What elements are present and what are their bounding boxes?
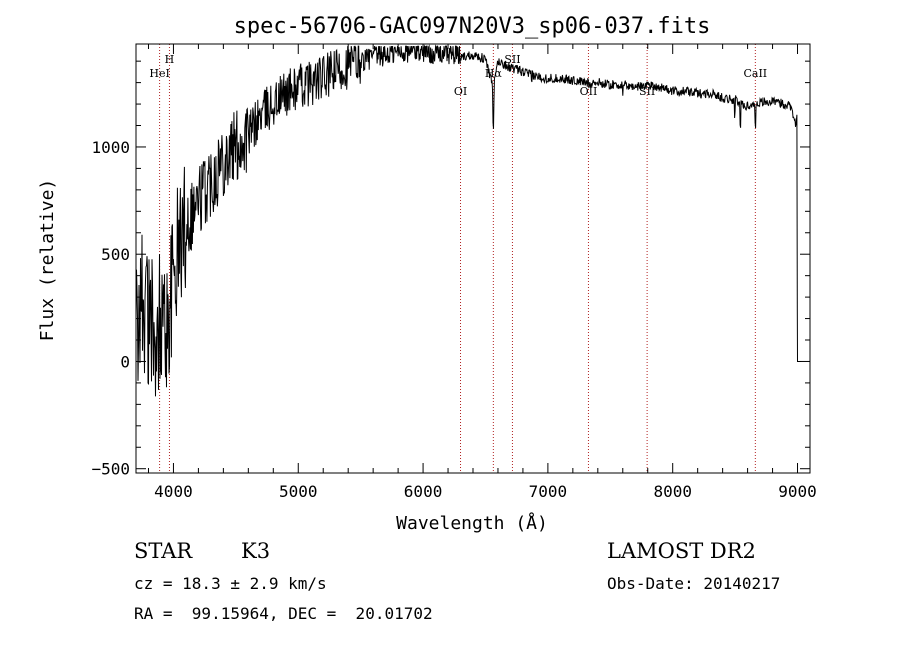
spectral-line-label: H — [165, 53, 175, 66]
x-tick-label: 9000 — [778, 482, 817, 501]
object-class: STAR — [134, 539, 193, 563]
x-tick-label: 8000 — [653, 482, 692, 501]
x-tick-labels: 4000 5000 6000 7000 8000 9000 — [154, 482, 817, 501]
y-tick-labels: −500 0 500 1000 — [91, 138, 130, 479]
spectral-line-label: OII — [580, 85, 598, 98]
y-tick-label: −500 — [91, 460, 130, 479]
object-subclass: K3 — [241, 539, 271, 563]
x-tick-label: 7000 — [529, 482, 568, 501]
spectral-line-label: SII — [504, 53, 520, 66]
sky-coordinates: RA = 99.15964, DEC = 20.01702 — [134, 604, 433, 623]
spectrum-series-line — [135, 44, 802, 397]
plot-frame — [135, 43, 811, 474]
observation-date: Obs-Date: 20140217 — [607, 574, 781, 593]
redshift-cz: cz = 18.3 ± 2.9 km/s — [134, 574, 327, 593]
x-tick-label: 5000 — [279, 482, 318, 501]
spectral-line-label: OI — [454, 85, 467, 98]
survey-name: LAMOST DR2 — [607, 539, 756, 563]
spectral-line-label: HeI — [149, 67, 169, 80]
chart-title: spec-56706-GAC097N20V3_sp06-037.fits — [234, 14, 711, 39]
y-tick-label: 500 — [101, 245, 130, 264]
spectral-line-label: CaII — [743, 67, 767, 80]
x-tick-label: 6000 — [404, 482, 443, 501]
axis-ticks — [136, 44, 810, 473]
x-tick-label: 4000 — [154, 482, 193, 501]
y-tick-label: 1000 — [91, 138, 130, 157]
spectral-line-label: SII — [639, 85, 655, 98]
y-tick-label: 0 — [120, 352, 130, 371]
y-axis-label: Flux (relative) — [37, 179, 58, 342]
spectral-line-label: Hα — [485, 67, 503, 80]
x-axis-label: Wavelength (Å) — [396, 512, 548, 534]
